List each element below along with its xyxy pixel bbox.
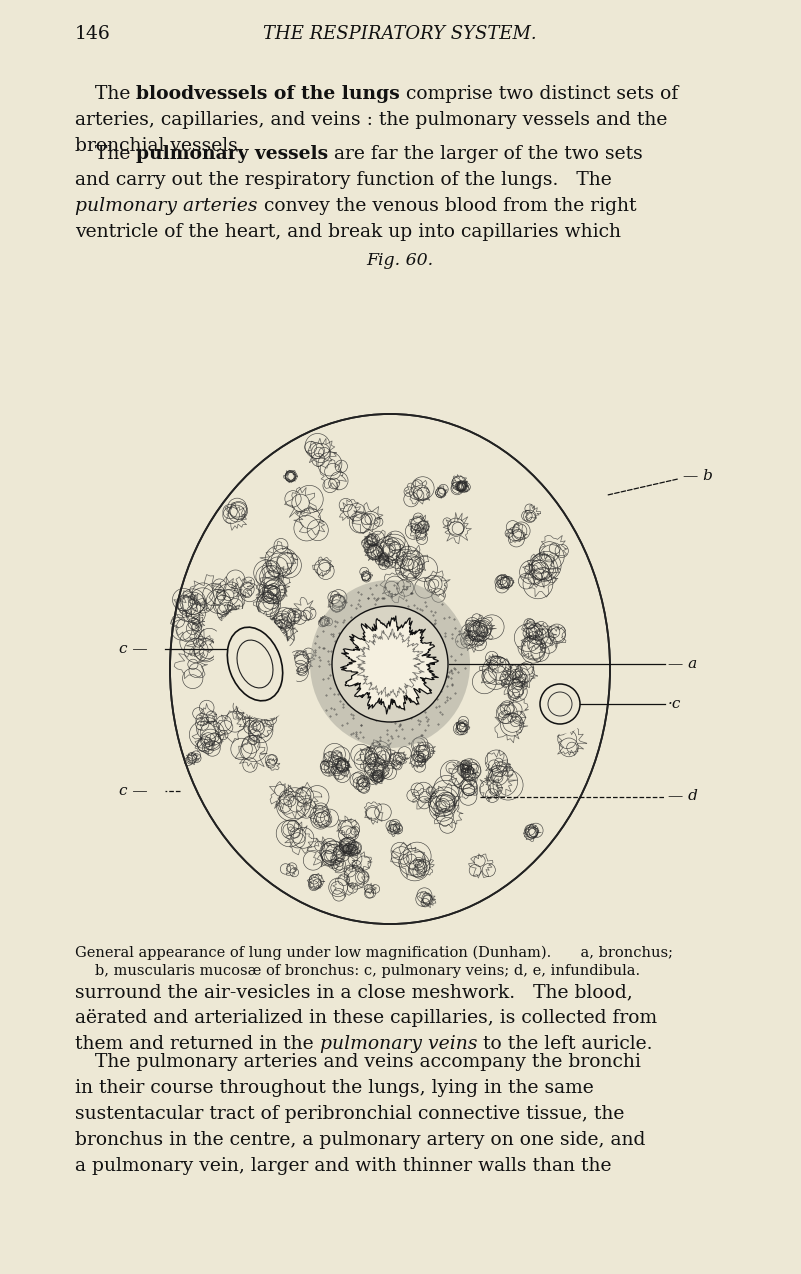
Text: surround the air-vesicles in a close meshwork.   The blood,: surround the air-vesicles in a close mes… (75, 984, 633, 1001)
Text: and carry out the respiratory function of the lungs.   The: and carry out the respiratory function o… (75, 171, 612, 189)
Text: General appearance of lung under low magnification (Dunham).  a, bronchus;: General appearance of lung under low mag… (75, 947, 673, 961)
Text: — a: — a (668, 657, 697, 671)
Text: in their course throughout the lungs, lying in the same: in their course throughout the lungs, ly… (75, 1079, 594, 1097)
Text: aërated and arterialized in these capillaries, is collected from: aërated and arterialized in these capill… (75, 1009, 657, 1027)
Text: bronchial vessels.: bronchial vessels. (75, 138, 244, 155)
Text: pulmonary arteries: pulmonary arteries (75, 196, 257, 215)
Text: them and returned in the: them and returned in the (75, 1034, 320, 1054)
Text: bloodvessels of the lungs: bloodvessels of the lungs (136, 85, 400, 103)
Circle shape (332, 606, 448, 722)
Polygon shape (340, 617, 438, 713)
Text: sustentacular tract of peribronchial connective tissue, the: sustentacular tract of peribronchial con… (75, 1106, 624, 1124)
Text: convey the venous blood from the right: convey the venous blood from the right (257, 196, 636, 215)
Text: c —: c — (119, 642, 148, 656)
Ellipse shape (214, 609, 296, 720)
Text: pulmonary vessels: pulmonary vessels (136, 145, 328, 163)
Text: bronchus in the centre, a pulmonary artery on one side, and: bronchus in the centre, a pulmonary arte… (75, 1131, 646, 1149)
Text: The: The (95, 85, 136, 103)
Text: THE RESPIRATORY SYSTEM.: THE RESPIRATORY SYSTEM. (264, 25, 537, 43)
Text: a pulmonary vein, larger and with thinner walls than the: a pulmonary vein, larger and with thinne… (75, 1157, 611, 1175)
Text: c —: c — (119, 785, 148, 799)
Circle shape (530, 674, 590, 734)
Text: — b: — b (683, 470, 713, 484)
Ellipse shape (310, 580, 470, 748)
Text: — d: — d (668, 790, 698, 804)
Text: Fig. 60.: Fig. 60. (366, 252, 433, 269)
Text: ·c: ·c (668, 697, 682, 711)
Text: 146: 146 (75, 25, 111, 43)
Text: are far the larger of the two sets: are far the larger of the two sets (328, 145, 643, 163)
Text: ventricle of the heart, and break up into capillaries which: ventricle of the heart, and break up int… (75, 223, 621, 241)
Text: The: The (95, 145, 136, 163)
Text: to the left auricle.: to the left auricle. (477, 1034, 653, 1054)
Text: comprise two distinct sets of: comprise two distinct sets of (400, 85, 678, 103)
Text: pulmonary veins: pulmonary veins (320, 1034, 477, 1054)
Text: The pulmonary arteries and veins accompany the bronchi: The pulmonary arteries and veins accompa… (95, 1054, 641, 1071)
Text: b, muscularis mucosæ of bronchus: c, pulmonary veins; d, e, infundibula.: b, muscularis mucosæ of bronchus: c, pul… (95, 964, 640, 978)
Text: arteries, capillaries, and veins : the pulmonary vessels and the: arteries, capillaries, and veins : the p… (75, 111, 667, 129)
Ellipse shape (170, 414, 610, 924)
